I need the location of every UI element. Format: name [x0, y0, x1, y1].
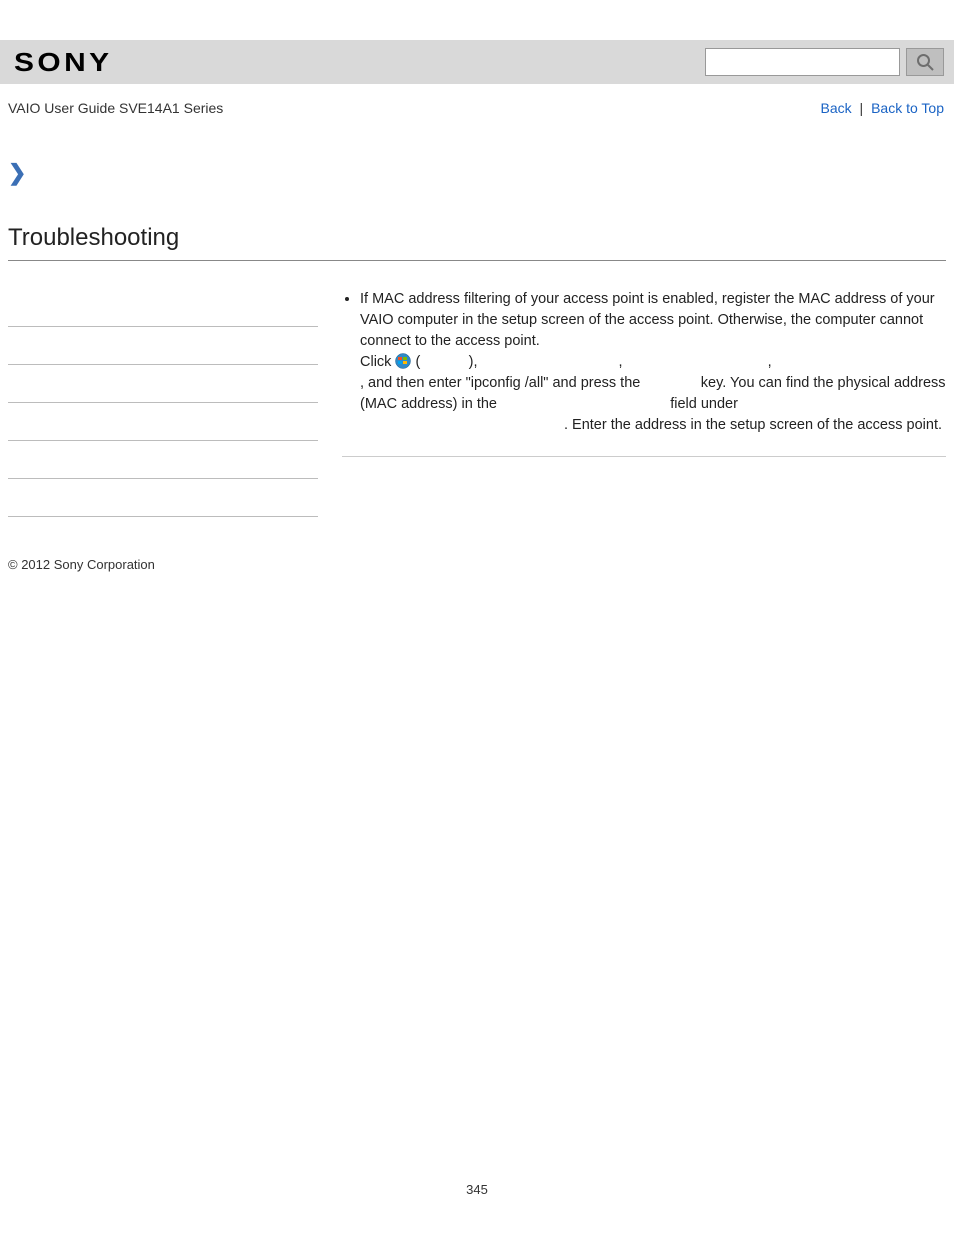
search-icon [915, 52, 935, 72]
page-number: 345 [0, 1182, 954, 1227]
header-bar: SONY [0, 40, 954, 84]
sidebar-item[interactable] [8, 289, 318, 327]
content-divider [342, 456, 946, 457]
p2c: , [482, 354, 627, 370]
p2a: Click [360, 354, 395, 370]
p2f: . Enter the address in the setup screen … [360, 415, 946, 436]
bullet-intro-text: If MAC address filtering of your access … [360, 291, 935, 349]
search-button[interactable] [906, 48, 944, 76]
p2d: , [627, 354, 776, 370]
guide-title: VAIO User Guide SVE14A1 Series [8, 100, 223, 116]
p2b: ( ), [411, 354, 481, 370]
footer-copyright: © 2012 Sony Corporation [8, 557, 946, 572]
content-list: If MAC address filtering of your access … [342, 289, 946, 436]
sidebar-item[interactable] [8, 327, 318, 365]
sony-logo: SONY [14, 47, 113, 78]
sidebar-item[interactable] [8, 365, 318, 403]
nav-links: Back | Back to Top [821, 100, 944, 116]
content-grid: If MAC address filtering of your access … [8, 289, 946, 517]
search-container [705, 48, 944, 76]
back-link[interactable]: Back [821, 100, 852, 116]
chevron-right-icon: ❯ [8, 160, 26, 185]
back-to-top-link[interactable]: Back to Top [871, 100, 944, 116]
sidebar-item[interactable] [8, 479, 318, 517]
subheader: VAIO User Guide SVE14A1 Series Back | Ba… [0, 84, 954, 116]
section-title: Troubleshooting [8, 224, 946, 261]
chevron-row: ❯ [8, 160, 954, 186]
sidebar-item[interactable] [8, 403, 318, 441]
windows-start-icon [395, 353, 411, 369]
search-input[interactable] [705, 48, 900, 76]
main-content: If MAC address filtering of your access … [318, 289, 946, 517]
nav-separator: | [856, 100, 867, 116]
list-item: If MAC address filtering of your access … [360, 289, 946, 436]
sidebar [8, 289, 318, 517]
sidebar-item[interactable] [8, 441, 318, 479]
